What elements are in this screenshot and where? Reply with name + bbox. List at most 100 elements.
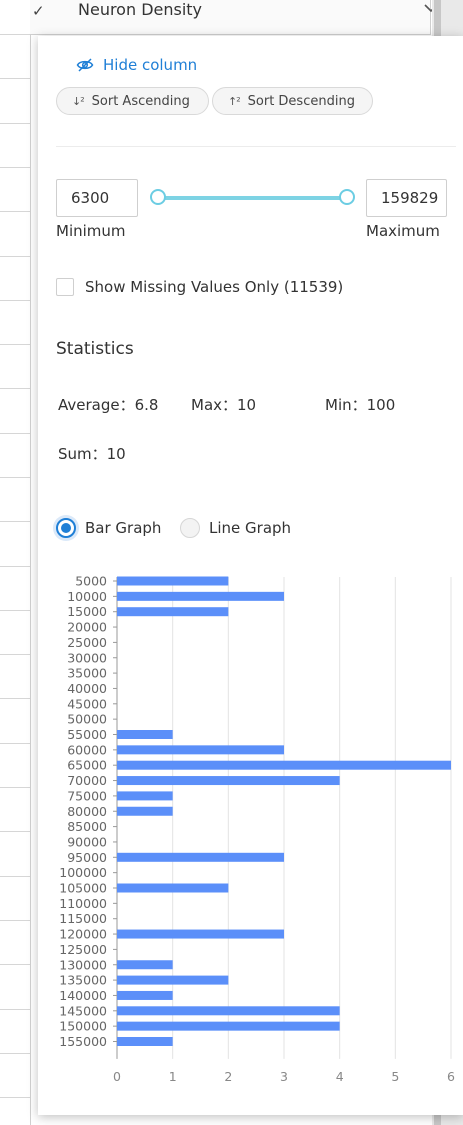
- column-menu-panel: Hide column ↓² Sort Ascending ↑² Sort De…: [38, 36, 463, 1115]
- histogram-bar[interactable]: [117, 883, 229, 893]
- y-tick-label: 150000: [59, 1019, 107, 1034]
- x-tick-label: 0: [113, 1069, 121, 1084]
- table-row-divider: [0, 1053, 30, 1054]
- y-tick-label: 135000: [59, 973, 107, 988]
- histogram-bar[interactable]: [117, 852, 284, 862]
- table-row-divider: [0, 34, 30, 35]
- stat-sum-label: Sum：: [58, 445, 107, 463]
- range-slider-max-handle[interactable]: [339, 189, 355, 205]
- y-tick-label: 140000: [59, 988, 107, 1003]
- y-tick-label: 35000: [67, 666, 107, 681]
- stat-max-label: Max：: [191, 396, 238, 414]
- table-row-divider: [0, 920, 30, 921]
- x-tick-label: 1: [169, 1069, 177, 1084]
- y-tick-label: 10000: [67, 589, 107, 604]
- y-tick-label: 110000: [59, 896, 107, 911]
- y-tick-label: 55000: [67, 727, 107, 742]
- y-tick-label: 15000: [67, 604, 107, 619]
- missing-values-checkbox[interactable]: [56, 278, 74, 296]
- table-row-divider: [0, 477, 30, 478]
- stat-sum-value: 10: [106, 445, 126, 463]
- histogram-bar[interactable]: [117, 806, 173, 816]
- stat-sum: Sum：10: [58, 443, 126, 464]
- y-tick-label: 100000: [59, 865, 107, 880]
- y-tick-label: 145000: [59, 1003, 107, 1018]
- y-tick-label: 50000: [67, 712, 107, 727]
- histogram-bar[interactable]: [117, 576, 229, 586]
- maximum-input[interactable]: 159829: [366, 179, 447, 217]
- eye-slash-icon: [76, 58, 94, 72]
- histogram-bar[interactable]: [117, 760, 451, 770]
- table-row-divider: [0, 123, 30, 124]
- histogram-bar[interactable]: [117, 990, 173, 1000]
- histogram-bar[interactable]: [117, 929, 284, 939]
- table-row-divider: [0, 344, 30, 345]
- table-row-divider: [0, 566, 30, 567]
- table-row-divider: [0, 698, 30, 699]
- table-row-divider: [0, 167, 30, 168]
- y-tick-label: 130000: [59, 957, 107, 972]
- table-row-divider: [0, 78, 30, 79]
- y-tick-label: 20000: [67, 620, 107, 635]
- missing-values-toggle[interactable]: Show Missing Values Only (11539): [56, 278, 343, 296]
- x-tick-label: 2: [224, 1069, 232, 1084]
- stat-min: Min：100: [325, 394, 395, 415]
- histogram-bar[interactable]: [117, 730, 173, 739]
- y-tick-label: 80000: [67, 804, 107, 819]
- line-graph-label: Line Graph: [209, 519, 292, 537]
- table-row-divider: [0, 1009, 30, 1010]
- histogram-bar[interactable]: [117, 1021, 340, 1031]
- histogram-bar[interactable]: [117, 975, 229, 985]
- stat-average-label: Average：: [58, 396, 135, 414]
- table-row-divider: [0, 256, 30, 257]
- line-graph-option[interactable]: Line Graph: [180, 518, 291, 538]
- y-tick-label: 155000: [59, 1034, 107, 1049]
- table-row-divider: [0, 787, 30, 788]
- histogram-bar[interactable]: [117, 591, 284, 601]
- x-tick-label: 6: [447, 1069, 455, 1084]
- histogram-bar[interactable]: [117, 776, 340, 786]
- bar-graph-label: Bar Graph: [85, 519, 162, 537]
- stat-average-value: 6.8: [134, 396, 159, 414]
- sort-ascending-button[interactable]: ↓² Sort Ascending: [56, 87, 209, 115]
- minimum-input[interactable]: 6300: [56, 179, 138, 217]
- x-tick-label: 5: [391, 1069, 399, 1084]
- table-row-divider: [0, 521, 30, 522]
- y-tick-label: 90000: [67, 834, 107, 849]
- histogram-bar[interactable]: [117, 791, 173, 801]
- sort-descending-button[interactable]: ↑² Sort Descending: [212, 87, 373, 115]
- stat-average: Average：6.8: [58, 394, 158, 415]
- histogram-bar[interactable]: [117, 607, 229, 617]
- table-row-divider: [0, 743, 30, 744]
- hide-column-button[interactable]: Hide column: [76, 56, 197, 74]
- statistics-title: Statistics: [56, 339, 134, 359]
- histogram-bar[interactable]: [117, 745, 284, 755]
- line-graph-radio[interactable]: [180, 518, 200, 538]
- bar-graph-option[interactable]: Bar Graph: [56, 518, 161, 538]
- check-icon: ✓: [32, 2, 45, 20]
- table-row-divider: [0, 300, 30, 301]
- y-tick-label: 70000: [67, 773, 107, 788]
- histogram-bar[interactable]: [117, 1037, 173, 1046]
- stat-max: Max：10: [191, 394, 256, 415]
- y-tick-label: 5000: [75, 574, 107, 589]
- table-row-divider: [0, 876, 30, 877]
- table-row-divider: [0, 831, 30, 832]
- range-slider-track[interactable]: [158, 196, 346, 200]
- histogram-bar[interactable]: [117, 1006, 340, 1016]
- histogram-bar[interactable]: [117, 960, 173, 970]
- y-tick-label: 65000: [67, 758, 107, 773]
- stat-min-label: Min：: [325, 396, 367, 414]
- column-header[interactable]: ✓ Neuron Density: [30, 0, 438, 35]
- bar-graph-radio[interactable]: [56, 518, 76, 538]
- table-row-divider: [0, 654, 30, 655]
- table-row-divider: [0, 610, 30, 611]
- stat-min-value: 100: [366, 396, 396, 414]
- table-row-divider: [0, 433, 30, 434]
- range-slider-min-handle[interactable]: [150, 189, 166, 205]
- y-tick-label: 75000: [67, 788, 107, 803]
- sort-descending-label: Sort Descending: [247, 93, 355, 109]
- y-tick-label: 120000: [59, 927, 107, 942]
- maximum-label: Maximum: [366, 222, 440, 240]
- y-tick-label: 85000: [67, 819, 107, 834]
